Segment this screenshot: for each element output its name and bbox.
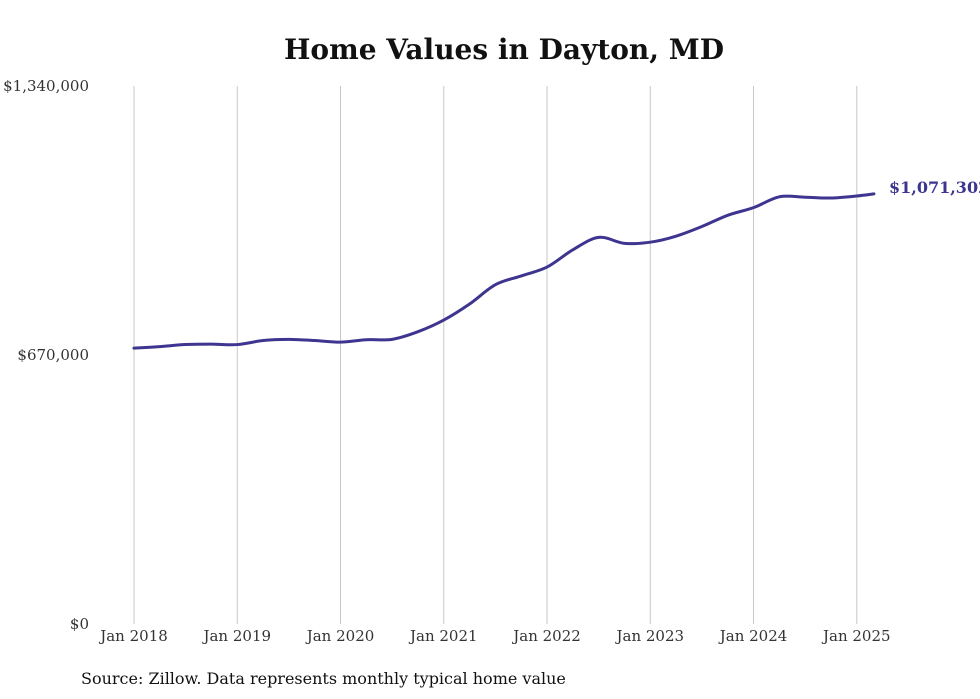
y-tick-label: $1,340,000	[3, 77, 89, 95]
x-tick-label: Jan 2018	[98, 627, 168, 645]
chart-title: Home Values in Dayton, MD	[284, 33, 724, 66]
x-tick-label: Jan 2021	[408, 627, 478, 645]
source-note: Source: Zillow. Data represents monthly …	[81, 669, 566, 688]
vertical-gridlines	[133, 86, 858, 624]
end-value-label: $1,071,302	[889, 178, 980, 197]
x-tick-label: Jan 2019	[201, 627, 271, 645]
y-tick-label: $670,000	[17, 346, 89, 364]
home-value-line	[132, 192, 876, 350]
x-tick-label: Jan 2025	[821, 627, 891, 645]
y-tick-label: $0	[70, 615, 89, 633]
x-tick-label: Jan 2024	[718, 627, 788, 645]
x-axis-ticks: Jan 2018 Jan 2019 Jan 2020 Jan 2021 Jan 2022…	[98, 627, 890, 645]
x-tick-label: Jan 2022	[511, 627, 581, 645]
x-tick-label: Jan 2023	[614, 627, 684, 645]
y-axis-ticks: $1,340,000 $670,000 $0	[3, 77, 89, 633]
x-tick-label: Jan 2020	[305, 627, 375, 645]
